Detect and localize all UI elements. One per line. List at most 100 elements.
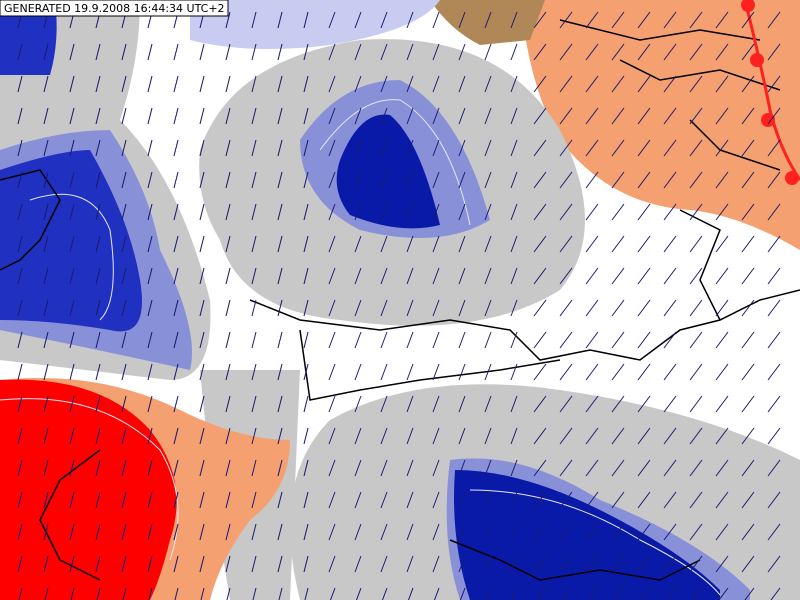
wind-arrow <box>277 459 283 477</box>
wind-arrow <box>767 331 781 349</box>
wind-arrow <box>637 75 651 93</box>
wind-arrow <box>225 523 231 541</box>
wind-arrow <box>406 299 414 317</box>
wind-arrow <box>251 555 257 573</box>
wind-arrow <box>43 555 49 573</box>
wind-arrow <box>432 427 440 445</box>
wind-arrow <box>225 107 231 125</box>
wind-arrow <box>354 75 362 93</box>
wind-arrow <box>277 75 283 93</box>
wind-arrow <box>354 139 362 157</box>
wind-arrow <box>458 267 466 285</box>
wind-arrow <box>17 171 23 189</box>
wind-arrow <box>69 523 75 541</box>
wind-arrow <box>328 427 336 445</box>
wind-arrow <box>147 363 153 381</box>
wind-arrow <box>611 331 625 349</box>
wind-arrow <box>406 171 414 189</box>
wind-arrow <box>458 235 466 253</box>
wind-arrow <box>432 331 440 349</box>
wind-arrow <box>689 427 703 445</box>
wind-arrow <box>640 587 651 600</box>
wind-arrow <box>611 203 625 221</box>
wind-arrow <box>354 235 362 253</box>
wind-arrow <box>458 555 466 573</box>
wind-arrow <box>770 587 781 600</box>
wind-arrow <box>354 395 362 413</box>
wind-arrow <box>562 587 573 600</box>
wind-arrow <box>432 555 440 573</box>
wind-arrow <box>251 43 257 61</box>
wind-arrow <box>484 203 492 221</box>
wind-arrow <box>380 299 388 317</box>
wind-arrow <box>663 267 677 285</box>
wind-arrow <box>43 491 49 509</box>
wind-arrow <box>689 107 703 125</box>
wind-arrow <box>637 555 651 573</box>
wind-arrow <box>406 107 414 125</box>
wind-arrow <box>354 11 362 29</box>
wind-arrow <box>121 363 127 381</box>
wind-arrow <box>510 235 518 253</box>
wind-arrow <box>380 107 388 125</box>
wind-arrow <box>637 331 651 349</box>
wind-arrow <box>611 491 625 509</box>
wind-arrow <box>767 139 781 157</box>
wind-arrow <box>173 139 179 157</box>
wind-arrow <box>559 299 573 317</box>
wind-arrow <box>741 331 755 349</box>
wind-arrow <box>303 299 309 317</box>
wind-arrow <box>611 395 625 413</box>
wind-arrow <box>585 299 599 317</box>
wind-arrow <box>484 459 492 477</box>
wind-arrow <box>354 363 362 381</box>
front-markers <box>741 0 799 185</box>
wind-arrow <box>663 331 677 349</box>
wind-arrow <box>199 491 205 509</box>
wind-arrow <box>17 427 23 445</box>
wind-arrow <box>121 203 127 221</box>
wind-arrow <box>43 363 49 381</box>
wind-arrow <box>767 107 781 125</box>
wind-arrow <box>689 395 703 413</box>
wind-arrow <box>689 43 703 61</box>
wind-arrow <box>510 171 518 189</box>
wind-arrow <box>225 331 231 349</box>
wind-arrow <box>69 75 75 93</box>
wind-arrow <box>303 363 309 381</box>
wind-arrow <box>585 427 599 445</box>
wind-arrow <box>17 363 23 381</box>
wind-arrow <box>559 235 573 253</box>
wind-arrow <box>303 11 309 29</box>
wind-arrow <box>767 75 781 93</box>
wind-arrow <box>432 491 440 509</box>
wind-arrow <box>277 555 283 573</box>
wind-arrow <box>406 427 414 445</box>
wind-arrow <box>458 299 466 317</box>
wind-arrow <box>510 395 518 413</box>
wind-arrow <box>663 491 677 509</box>
wind-arrow <box>510 11 518 29</box>
wind-arrow <box>147 235 153 253</box>
wind-arrow <box>432 299 440 317</box>
hot-region <box>0 379 177 600</box>
wind-arrow <box>148 587 153 600</box>
wind-arrow <box>304 587 309 600</box>
wind-arrow <box>637 171 651 189</box>
wind-arrow <box>485 587 492 600</box>
wind-arrow <box>406 267 414 285</box>
wind-arrow <box>121 139 127 157</box>
wind-arrow <box>585 395 599 413</box>
wind-arrow <box>43 459 49 477</box>
wind-arrow <box>767 299 781 317</box>
wind-arrow <box>380 75 388 93</box>
wind-arrow <box>225 171 231 189</box>
wind-arrow <box>17 491 23 509</box>
wind-arrow <box>510 75 518 93</box>
wind-arrow <box>277 107 283 125</box>
wind-arrow <box>328 395 336 413</box>
wind-arrow <box>663 363 677 381</box>
wind-arrow <box>406 363 414 381</box>
wind-arrow <box>173 395 179 413</box>
wind-arrow <box>95 395 101 413</box>
